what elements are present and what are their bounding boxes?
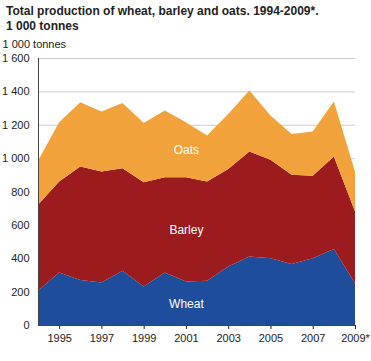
html-text:1 000 tonnes: 1 000 tonnes [6,19,79,33]
svg-text:0: 0 [23,319,29,331]
svg-text:400: 400 [11,252,29,264]
svg-text:Barley: Barley [169,223,203,237]
svg-text:2009*: 2009* [341,332,370,344]
svg-text:1 600: 1 600 [2,52,30,64]
html-text:Total production of wheat, bar: Total production of wheat, barley and oa… [6,4,319,18]
svg-text:1997: 1997 [90,332,114,344]
svg-text:200: 200 [11,286,29,298]
svg-text:2005: 2005 [259,332,283,344]
svg-text:1 000: 1 000 [2,152,30,164]
svg-text:800: 800 [11,186,29,198]
svg-text:1999: 1999 [132,332,156,344]
svg-text:600: 600 [11,219,29,231]
svg-text:1 400: 1 400 [2,85,30,97]
svg-text:1 000 tonnes: 1 000 tonnes [3,38,67,50]
svg-text:2003: 2003 [216,332,240,344]
svg-text:2007: 2007 [301,332,325,344]
svg-text:1995: 1995 [47,332,71,344]
svg-text:Wheat: Wheat [169,297,204,311]
svg-text:Oats: Oats [174,143,199,157]
svg-text:2001: 2001 [174,332,198,344]
svg-text:1 200: 1 200 [2,119,30,131]
